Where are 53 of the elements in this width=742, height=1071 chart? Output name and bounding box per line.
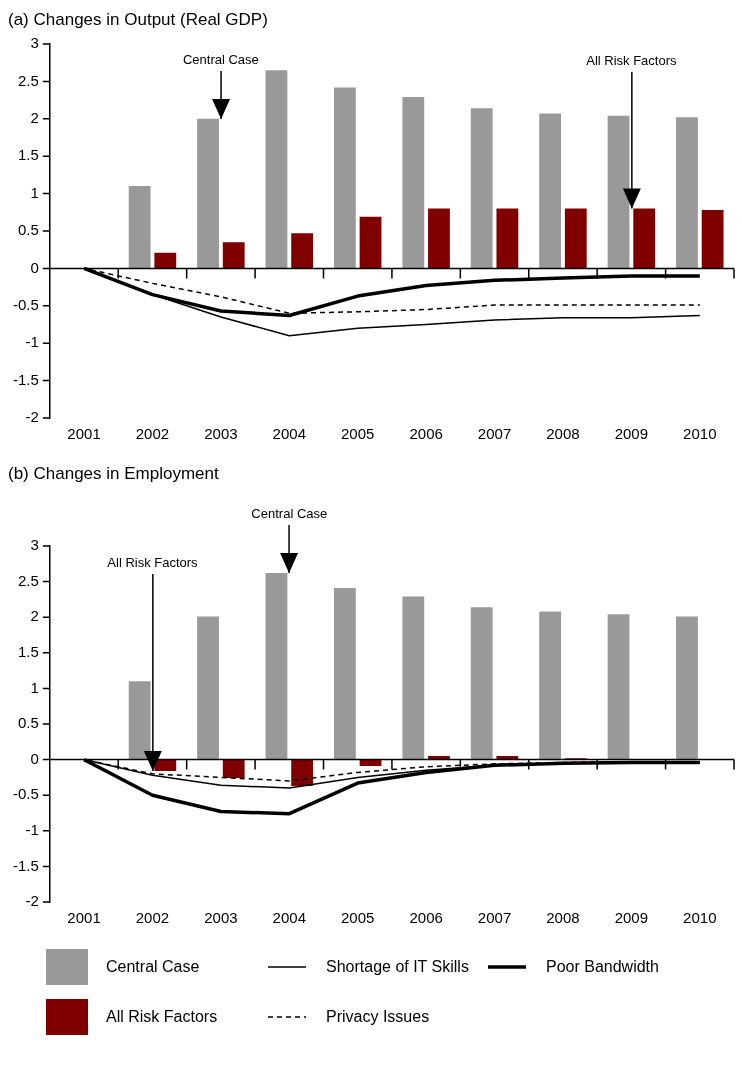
y-tick-label: 1.5 [17,642,39,660]
x-tick-label: 2003 [204,909,238,927]
x-tick-label: 2004 [272,909,306,927]
x-tick-label: 2006 [409,909,443,927]
x-tick-label: 2005 [341,909,375,927]
x-tick-label: 2005 [341,425,375,443]
y-tick-label: 1.5 [17,146,39,164]
y-tick-label: 2.5 [17,71,39,89]
legend-label: Poor Bandwidth [546,958,659,976]
y-tick-label: -1 [25,820,39,838]
y-tick-label: 2 [30,108,39,126]
x-tick-label: 2001 [67,425,101,443]
y-tick-label: -1.5 [12,856,39,874]
y-tick-label: -1.5 [12,370,39,388]
x-tick-label: 2007 [477,425,512,443]
y-tick-label: 1 [30,678,39,696]
y-tick-label: -2 [25,408,39,426]
y-tick-label: 2.5 [17,571,39,589]
legend-label: Shortage of IT Skills [326,958,469,976]
x-tick-label: 2002 [135,909,170,927]
legend-label: All Risk Factors [106,1008,218,1026]
legend-label: Privacy Issues [326,1008,430,1026]
x-tick-label: 2007 [477,909,512,927]
x-tick-label: 2009 [614,909,649,927]
x-tick-label: 2001 [67,909,101,927]
x-tick-label: 2004 [272,425,306,443]
y-tick-label: 0.5 [17,714,39,732]
y-tick-label: -0.5 [12,295,39,313]
chart-title: (b) Changes in Employment [8,463,220,485]
x-tick-label: 2003 [204,425,238,443]
y-tick-label: -0.5 [12,785,39,803]
y-tick-label: -2 [25,892,39,910]
x-tick-label: 2002 [135,425,170,443]
x-tick-label: 2010 [683,425,717,443]
y-tick-label: -1 [25,333,39,351]
legend-label: Central Case [106,958,200,976]
y-tick-label: 2 [30,607,39,625]
y-tick-label: 0.5 [17,221,39,239]
x-tick-label: 2008 [546,909,580,927]
x-tick-label: 2010 [683,909,717,927]
y-tick-label: 3 [30,536,39,554]
annotation: Central Case [251,506,328,522]
y-tick-label: 1 [30,183,39,201]
x-tick-label: 2009 [614,425,649,443]
x-tick-label: 2008 [546,425,580,443]
y-tick-label: 3 [30,34,39,52]
y-tick-label: 0 [30,749,39,767]
annotation: All Risk Factors [107,555,198,570]
annotation: All Risk Factors [586,53,677,68]
y-tick-label: 0 [30,258,39,276]
chart-title: (a) Changes in Output (Real GDP) [8,9,269,31]
x-tick-label: 2006 [409,425,443,443]
annotation: Central Case [182,51,259,67]
